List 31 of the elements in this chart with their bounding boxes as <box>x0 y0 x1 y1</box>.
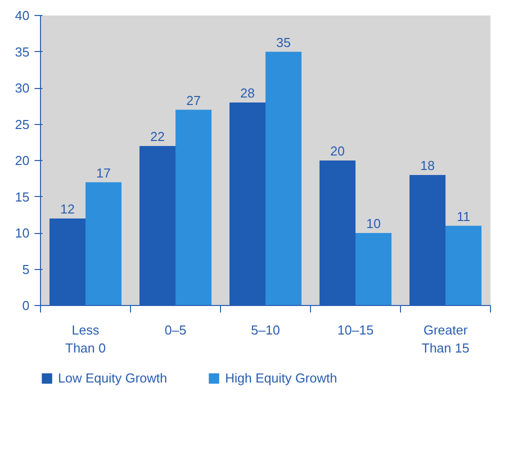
x-tick-label: 10–15 <box>337 322 374 338</box>
data-label: 27 <box>186 92 201 108</box>
y-tick-label: 20 <box>15 153 30 168</box>
data-label: 17 <box>96 165 111 180</box>
y-tick-label: 25 <box>15 116 30 132</box>
data-label: 28 <box>240 86 255 100</box>
x-tick-label: Greater Than 15 <box>422 322 470 356</box>
legend-label: High Equity Growth <box>225 370 338 386</box>
x-tick-label: 5–10 <box>251 322 280 338</box>
y-tick-label: 0 <box>22 298 30 313</box>
bar <box>86 182 122 306</box>
data-label: 35 <box>276 34 291 50</box>
bar <box>356 233 392 306</box>
bar <box>176 110 212 306</box>
data-label: 22 <box>150 129 165 144</box>
y-tick-label: 15 <box>15 189 30 204</box>
bar <box>266 52 302 306</box>
data-label: 20 <box>330 144 345 158</box>
data-label: 11 <box>456 208 470 224</box>
x-tick-label: Less Than 0 <box>65 322 106 356</box>
x-tick-label: 0–5 <box>164 322 186 338</box>
bar <box>446 226 482 306</box>
y-tick-label: 40 <box>15 8 30 23</box>
legend-label: Low Equity Growth <box>58 370 168 386</box>
y-tick-label: 30 <box>15 80 30 96</box>
data-label: 10 <box>366 216 381 231</box>
data-label: 18 <box>420 158 435 173</box>
y-tick-label: 5 <box>22 262 30 277</box>
y-tick-label: 10 <box>15 226 30 240</box>
data-label: 12 <box>60 202 75 216</box>
y-tick-label: 35 <box>15 44 30 60</box>
